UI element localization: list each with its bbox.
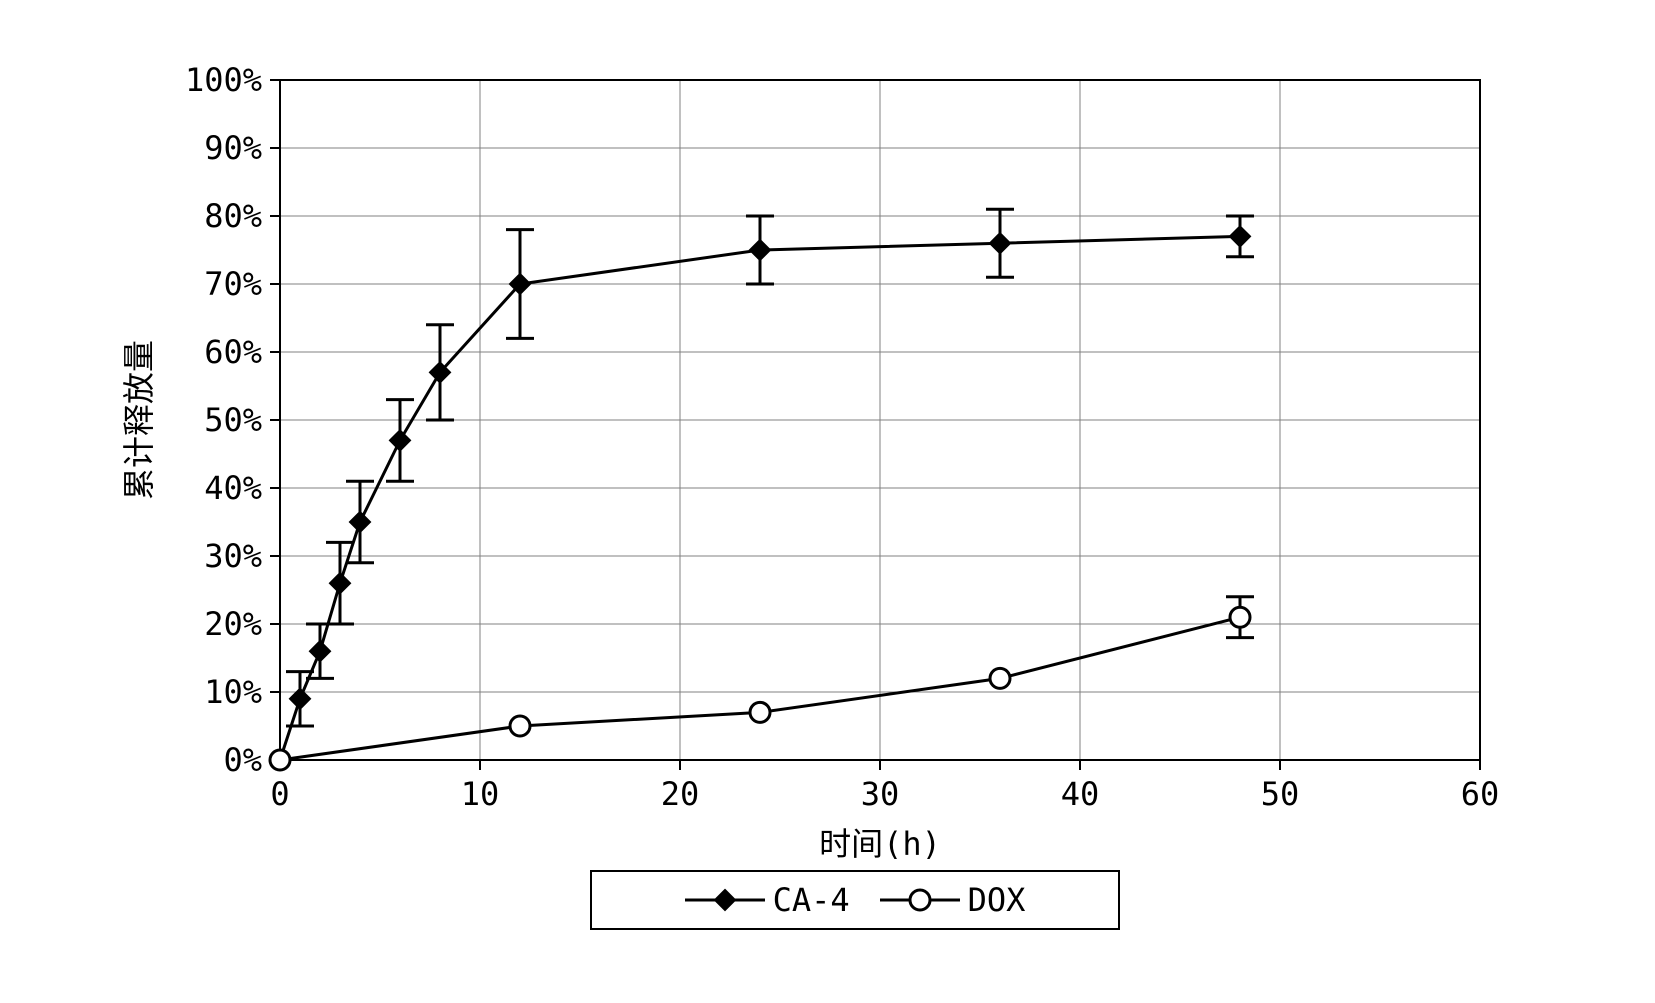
y-tick-label: 30% (204, 537, 262, 575)
marker-circle (510, 716, 530, 736)
y-tick-label: 0% (223, 741, 262, 779)
marker-circle (270, 750, 290, 770)
y-tick-label: 70% (204, 265, 262, 303)
legend-marker-CA-4 (685, 885, 765, 915)
x-tick-label: 20 (661, 775, 700, 813)
y-tick-label: 90% (204, 129, 262, 167)
x-tick-label: 50 (1261, 775, 1300, 813)
y-tick-label: 60% (204, 333, 262, 371)
x-axis-label: 时间(h) (819, 825, 941, 863)
marker-circle (750, 702, 770, 722)
legend-label: DOX (968, 881, 1026, 919)
legend-label: CA-4 (773, 881, 850, 919)
legend-item-DOX: DOX (880, 881, 1026, 919)
y-axis-label: 累计释放量 (121, 340, 157, 500)
y-tick-label: 50% (204, 401, 262, 439)
x-tick-label: 60 (1461, 775, 1500, 813)
y-tick-label: 100% (185, 61, 262, 99)
y-tick-label: 10% (204, 673, 262, 711)
release-chart: 0 10 20 30 40 50 60 0% 10% 20% 30% 40% 50% 60% 70% 80% 9… (80, 40, 1580, 960)
x-tick-label: 30 (861, 775, 900, 813)
x-tick-label: 0 (270, 775, 289, 813)
y-tick-label: 20% (204, 605, 262, 643)
marker-circle (990, 668, 1010, 688)
y-tick-label: 80% (204, 197, 262, 235)
legend-item-CA-4: CA-4 (685, 881, 850, 919)
chart-svg: 0 10 20 30 40 50 60 0% 10% 20% 30% 40% 50% 60% 70% 80% 9… (80, 40, 1580, 960)
legend: CA-4 DOX (590, 870, 1120, 930)
y-tick-label: 40% (204, 469, 262, 507)
marker-circle (1230, 607, 1250, 627)
x-tick-label: 40 (1061, 775, 1100, 813)
x-tick-label: 10 (461, 775, 500, 813)
legend-marker-DOX (880, 885, 960, 915)
